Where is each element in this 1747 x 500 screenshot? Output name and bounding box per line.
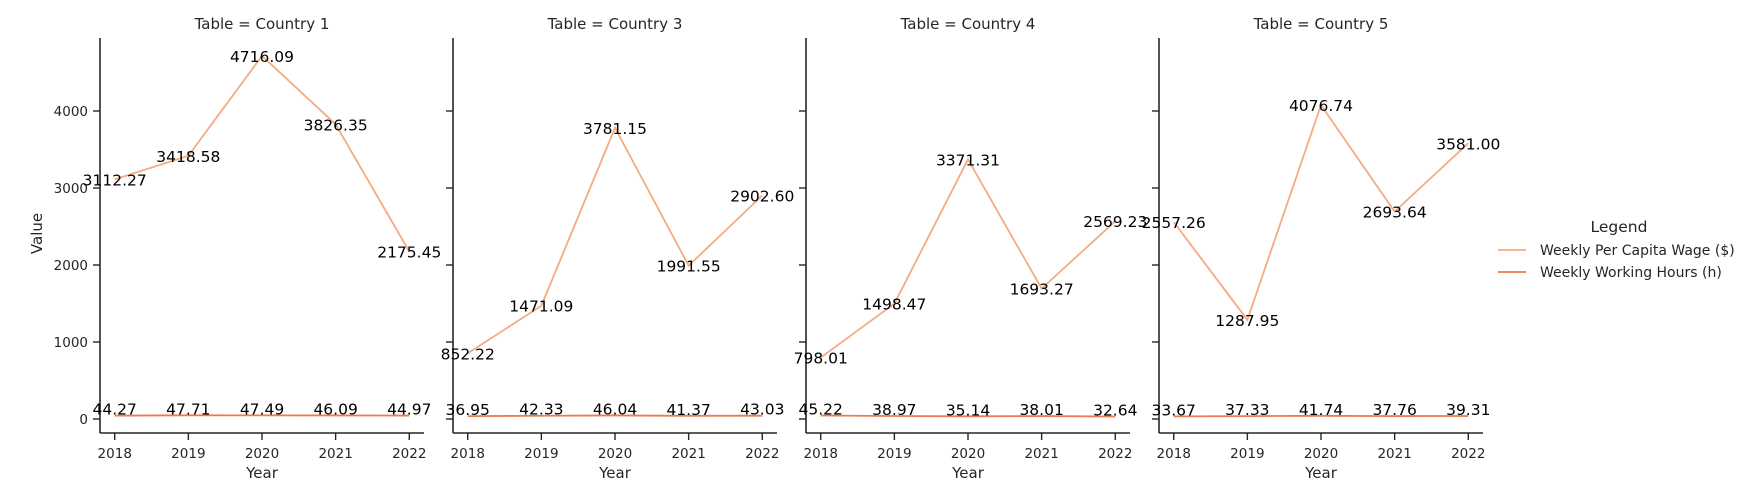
data-label: 1991.55 <box>657 258 721 276</box>
data-label: 46.04 <box>593 400 637 418</box>
data-label: 43.03 <box>740 401 784 419</box>
series-line-wage <box>1173 103 1469 322</box>
legend: Legend Weekly Per Capita Wage ($) Weekly W… <box>1498 218 1735 281</box>
x-tick-label: 2019 <box>171 446 205 462</box>
data-label: 47.71 <box>166 400 210 418</box>
x-tick-label: 2022 <box>1098 446 1132 462</box>
data-label: 37.76 <box>1372 401 1416 419</box>
data-label: 1693.27 <box>1010 281 1074 299</box>
y-tick-label: 2000 <box>54 258 88 274</box>
data-label: 39.31 <box>1446 401 1490 419</box>
facet-title: Table = Country 3 <box>547 15 683 33</box>
x-axis-title: Year <box>598 464 632 482</box>
y-tick-label: 3000 <box>54 181 88 197</box>
series-line-hours <box>467 414 763 418</box>
data-label: 1498.47 <box>862 296 926 314</box>
y-axis-title: Value <box>28 213 46 254</box>
x-tick-label: 2018 <box>98 446 132 462</box>
legend-title: Legend <box>1591 218 1648 236</box>
y-tick-label: 4000 <box>54 104 88 120</box>
data-label: 3418.58 <box>156 148 220 166</box>
x-tick-label: 2021 <box>318 446 352 462</box>
data-label: 36.95 <box>446 401 490 419</box>
data-label: 852.22 <box>441 345 495 363</box>
y-tick-label: 0 <box>79 412 88 428</box>
x-axis-title: Year <box>245 464 279 482</box>
x-tick-label: 2022 <box>745 446 779 462</box>
data-label: 37.33 <box>1225 401 1269 419</box>
series-line-hours <box>1173 414 1469 418</box>
data-label: 2175.45 <box>377 243 441 261</box>
x-tick-label: 2021 <box>1377 446 1411 462</box>
data-label: 3581.00 <box>1436 135 1500 153</box>
x-tick-label: 2018 <box>451 446 485 462</box>
data-label: 1471.09 <box>509 298 573 316</box>
data-label: 4076.74 <box>1289 97 1353 115</box>
x-tick-label: 2022 <box>1451 446 1485 462</box>
x-tick-label: 2019 <box>877 446 911 462</box>
data-label: 4716.09 <box>230 48 294 66</box>
data-label: 2693.64 <box>1363 204 1427 222</box>
series-line-hours <box>820 414 1116 418</box>
facet-panel-2: Table = Country 3 2018 2019 2020 2021 2022 Yea… <box>441 15 795 482</box>
x-tick-label: 2021 <box>671 446 705 462</box>
data-label: 3781.15 <box>583 120 647 138</box>
data-label: 2569.23 <box>1083 213 1147 231</box>
x-tick-label: 2020 <box>245 446 279 462</box>
data-label: 41.37 <box>666 401 710 419</box>
data-label: 47.49 <box>240 400 284 418</box>
legend-entry: Weekly Working Hours (h) <box>1540 265 1722 281</box>
data-label: 38.97 <box>872 401 916 419</box>
facet-title: Table = Country 4 <box>900 15 1036 33</box>
series-line-wage <box>467 125 763 355</box>
series-line-wage <box>114 54 411 252</box>
data-label: 35.14 <box>946 401 990 419</box>
facet-title: Table = Country 5 <box>1253 15 1389 33</box>
x-tick-label: 2019 <box>524 446 558 462</box>
data-label: 46.09 <box>313 400 357 418</box>
facet-panel-1: Table = Country 1 0 1000 2000 3000 4000 2018 20… <box>54 15 442 482</box>
x-tick-label: 2020 <box>598 446 632 462</box>
y-tick-label: 1000 <box>54 335 88 351</box>
data-label: 44.27 <box>93 401 137 419</box>
x-tick-label: 2019 <box>1230 446 1264 462</box>
data-label: 2557.26 <box>1142 214 1206 232</box>
x-tick-label: 2020 <box>1304 446 1338 462</box>
facet-title: Table = Country 1 <box>194 15 330 33</box>
data-label: 42.33 <box>519 401 563 419</box>
data-label: 38.01 <box>1019 401 1063 419</box>
data-label: 41.74 <box>1299 401 1343 419</box>
x-tick-label: 2018 <box>1157 446 1191 462</box>
data-label: 45.22 <box>799 401 843 419</box>
x-tick-label: 2020 <box>951 446 985 462</box>
x-axis-title: Year <box>951 464 985 482</box>
data-label: 798.01 <box>794 350 848 368</box>
x-tick-label: 2022 <box>392 446 426 462</box>
x-tick-label: 2021 <box>1024 446 1058 462</box>
x-axis-title: Year <box>1304 464 1338 482</box>
series-line-wage <box>820 157 1116 359</box>
data-label: 2902.60 <box>730 187 794 205</box>
facet-panel-3: Table = Country 4 2018 2019 2020 2021 2022 Yea… <box>794 15 1148 482</box>
data-label: 33.67 <box>1152 401 1196 419</box>
data-label: 3826.35 <box>304 116 368 134</box>
facet-panel-4: Table = Country 5 2018 2019 2020 2021 2022 Yea… <box>1142 15 1501 482</box>
data-label: 3112.27 <box>83 171 147 189</box>
data-label: 44.97 <box>387 401 431 419</box>
legend-entry: Weekly Per Capita Wage ($) <box>1540 243 1735 259</box>
x-tick-label: 2018 <box>804 446 838 462</box>
data-label: 32.64 <box>1093 401 1137 419</box>
data-label: 3371.31 <box>936 151 1000 169</box>
data-label: 1287.95 <box>1215 312 1279 330</box>
